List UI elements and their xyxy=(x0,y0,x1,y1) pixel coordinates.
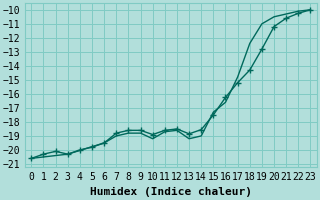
X-axis label: Humidex (Indice chaleur): Humidex (Indice chaleur) xyxy=(90,187,252,197)
